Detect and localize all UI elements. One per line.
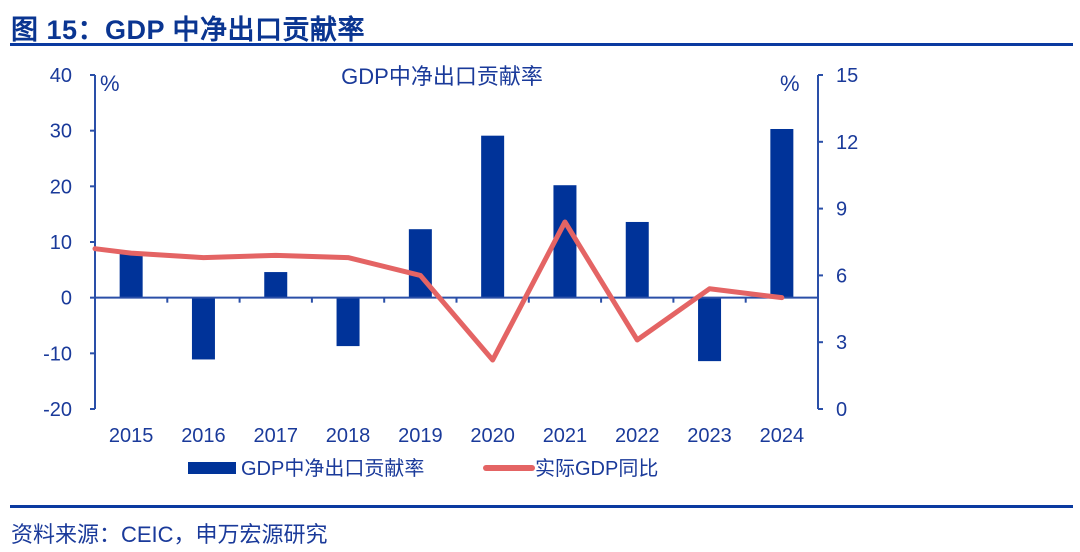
x-axis-tick-label: 2022	[615, 425, 660, 447]
left-axis-tick-label: -20	[43, 399, 72, 421]
line-series	[92, 219, 785, 363]
x-axis-tick-label: 2021	[543, 425, 588, 447]
legend-line-label: 实际GDP同比	[535, 457, 658, 480]
left-axis-tick-label: 0	[61, 288, 72, 310]
x-axis-tick-label: 2024	[760, 425, 805, 447]
legend-bar-swatch	[188, 462, 236, 474]
source-note: 资料来源：CEIC，申万宏源研究	[11, 522, 328, 547]
right-axis-tick-label: 3	[836, 332, 847, 354]
legend: GDP中净出口贡献率 实际GDP同比	[188, 457, 658, 480]
right-axis-unit: %	[780, 71, 800, 96]
title-rule	[10, 43, 1073, 46]
left-axis-tick-label: 10	[50, 232, 72, 254]
legend-bar-label: GDP中净出口贡献率	[241, 457, 424, 480]
x-axis-tick-label: 2016	[181, 425, 226, 447]
bar-2016	[191, 297, 215, 360]
bar-2022	[625, 221, 649, 298]
right-axis-tick-label: 15	[836, 65, 858, 87]
left-axis-unit: %	[100, 71, 120, 96]
bar-2017	[264, 272, 288, 298]
x-axis-tick-label: 2018	[326, 425, 371, 447]
bar-2021	[553, 185, 577, 298]
bar-2024	[770, 128, 794, 298]
x-axis-tick-label: 2015	[109, 425, 154, 447]
bar-2015	[119, 252, 143, 298]
right-axis-tick-label: 0	[836, 399, 847, 421]
left-axis-tick-label: 40	[50, 65, 72, 87]
chart-title: GDP中净出口贡献率	[341, 64, 543, 89]
figure-title: 图 15：GDP 中净出口贡献率	[11, 15, 366, 45]
bar-2018	[336, 297, 360, 347]
bar-series	[119, 128, 794, 362]
bar-2020	[481, 135, 505, 298]
left-axis-tick-label: -10	[43, 343, 72, 365]
source-rule	[10, 505, 1073, 508]
right-axis-tick-label: 12	[836, 132, 858, 154]
x-axis-tick-label: 2023	[687, 425, 732, 447]
x-axis-tick-label: 2020	[470, 425, 515, 447]
left-axis-tick-label: 30	[50, 121, 72, 143]
x-axis-tick-label: 2017	[254, 425, 299, 447]
left-axis-tick-label: 20	[50, 176, 72, 198]
right-axis-tick-label: 6	[836, 265, 847, 287]
x-axis-tick-label: 2019	[398, 425, 443, 447]
bar-2023	[698, 297, 722, 362]
right-axis-tick-label: 9	[836, 199, 847, 221]
